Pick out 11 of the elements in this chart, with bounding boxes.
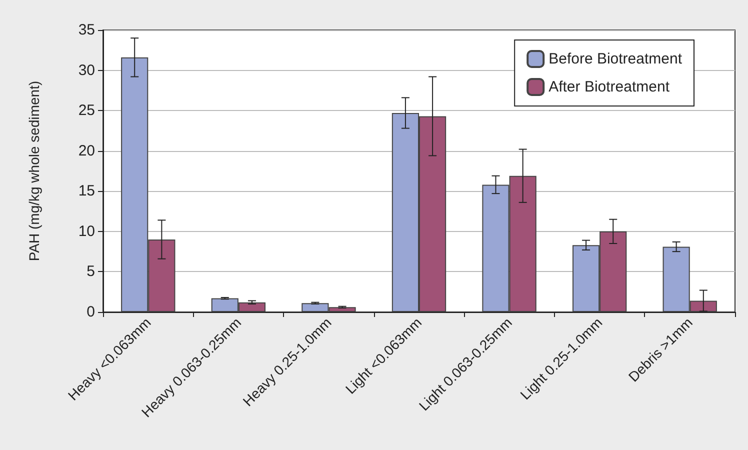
legend-label: After Biotreatment	[548, 78, 670, 96]
y-tick-label: 35	[78, 22, 95, 38]
y-axis-title: PAH (mg/kg whole sediment)	[26, 80, 42, 262]
y-tick-label: 30	[78, 62, 95, 79]
y-tick-label: 10	[78, 222, 95, 240]
legend-label: Before Biotreatment	[548, 50, 683, 68]
y-tick-label: 25	[78, 102, 95, 120]
y-tick-label: 15	[78, 182, 95, 200]
y-tick-label: 20	[78, 142, 95, 160]
y-tick-label: 0	[86, 304, 95, 320]
y-tick-label: 5	[86, 263, 95, 280]
